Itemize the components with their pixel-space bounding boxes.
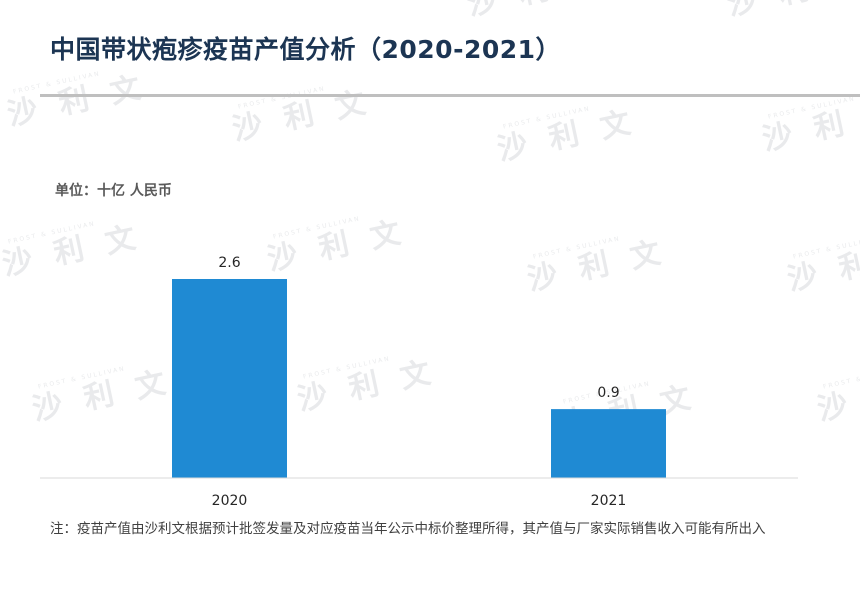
data-labels: 2.6 0.9 (218, 255, 619, 401)
data-label-2020: 2.6 (218, 255, 240, 271)
bar-series (172, 279, 666, 478)
unit-label: 单位：十亿 人民币 (55, 183, 172, 199)
x-axis-ticks: 2020 2021 (212, 493, 627, 509)
bar-2021 (551, 409, 666, 478)
footnote: 注：疫苗产值由沙利文根据预计批签发量及对应疫苗当年公示中标价整理所得，其产值与厂… (50, 521, 766, 537)
x-tick-label-2021: 2021 (591, 493, 627, 509)
page-title: 中国带状疱疹疫苗产值分析（2020-2021） (50, 35, 562, 64)
x-tick-label-2020: 2020 (212, 493, 248, 509)
watermark-text: 沙 利 文 (724, 0, 860, 23)
watermark-text: 沙 利 文 (814, 364, 860, 428)
watermark-text: 沙 利 文 (464, 0, 609, 23)
data-label-2021: 0.9 (597, 385, 619, 401)
title-divider (40, 94, 860, 97)
bar-2020 (172, 279, 287, 478)
